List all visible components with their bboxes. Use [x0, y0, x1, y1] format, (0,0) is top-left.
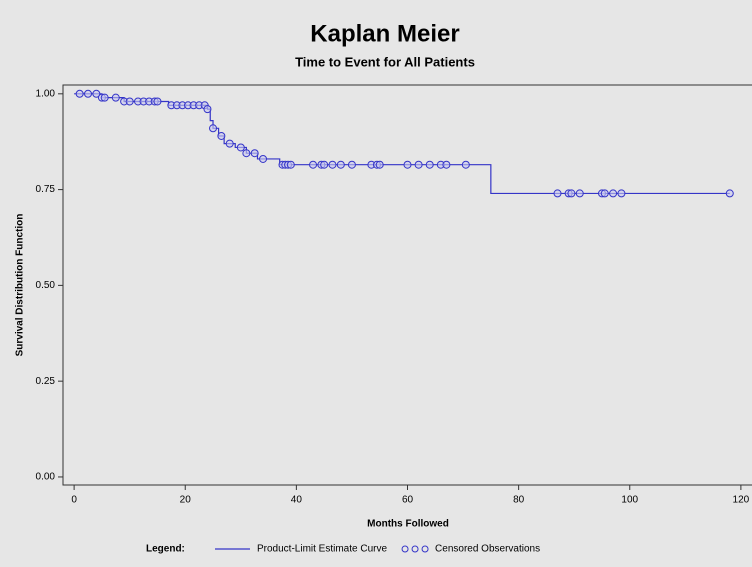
legend-label: Product-Limit Estimate Curve [257, 544, 387, 555]
x-tick-label: 100 [621, 495, 638, 506]
censored-marker [442, 160, 451, 169]
legend-label: Censored Observations [435, 544, 540, 555]
censored-marker [309, 160, 318, 169]
x-tick-label: 0 [71, 495, 77, 506]
plot-frame [62, 84, 752, 486]
censored-marker [259, 154, 268, 163]
x-axis-label: Months Followed [367, 519, 449, 530]
censored-marker [725, 189, 734, 198]
y-tick-label: 1.00 [36, 88, 56, 99]
censored-marker [328, 160, 337, 169]
censored-marker [600, 189, 609, 198]
censored-marker [617, 189, 626, 198]
y-tick-label: 0.50 [36, 280, 56, 291]
censored-marker [209, 124, 218, 133]
censored-marker [203, 105, 212, 114]
censored-marker [320, 160, 329, 169]
censored-marker [609, 189, 618, 198]
censored-marker [286, 160, 295, 169]
x-tick-label: 80 [513, 495, 525, 506]
y-tick-label: 0.75 [36, 184, 56, 195]
chart-subtitle: Time to Event for All Patients [295, 54, 475, 69]
x-tick-label: 20 [180, 495, 192, 506]
censored-marker [225, 139, 234, 148]
censored-marker [153, 97, 162, 106]
censored-marker [414, 160, 423, 169]
censored-marker [425, 160, 434, 169]
y-axis-label: Survival Distribution Function [15, 214, 26, 357]
y-tick-label: 0.25 [36, 376, 56, 387]
x-tick-label: 120 [733, 495, 750, 506]
censored-marker [236, 143, 245, 152]
x-tick-label: 60 [402, 495, 414, 506]
censored-marker [217, 131, 226, 140]
censored-marker [336, 160, 345, 169]
censored-marker [250, 149, 259, 158]
legend-marker [401, 545, 409, 553]
censored-marker [567, 189, 576, 198]
y-tick-label: 0.00 [36, 472, 56, 483]
censored-marker [553, 189, 562, 198]
censored-marker [84, 89, 93, 98]
chart-title: Kaplan Meier [310, 20, 459, 47]
legend-marker [411, 545, 419, 553]
censored-marker [375, 160, 384, 169]
censored-marker [100, 93, 109, 102]
legend-marker [421, 545, 429, 553]
censored-marker [461, 160, 470, 169]
censored-marker [347, 160, 356, 169]
censored-marker [125, 97, 134, 106]
censored-marker [92, 89, 101, 98]
censored-marker [111, 93, 120, 102]
censored-marker [75, 89, 84, 98]
censored-marker [575, 189, 584, 198]
legend-title: Legend: [146, 544, 185, 555]
censored-marker [403, 160, 412, 169]
x-tick-label: 40 [291, 495, 303, 506]
censored-marker [242, 149, 251, 158]
